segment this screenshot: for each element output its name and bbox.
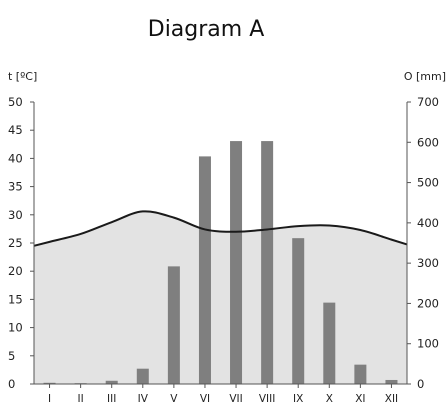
right-axis-label: O [mm] [404,70,446,83]
right-tick-label: 400 [417,216,439,230]
month-label-II: II [78,393,84,405]
left-tick-label: 10 [8,321,23,335]
left-axis-label: t [ºC] [8,70,37,83]
right-tick-label: 100 [417,337,439,351]
precipitation-bar-V [167,266,180,384]
right-tick-label: 700 [417,95,439,109]
month-label-VIII: VIII [259,393,275,405]
temperature-area-group [34,211,407,384]
left-tick-label: 15 [8,292,23,306]
left-tick-label: 35 [8,180,23,194]
precipitation-bar-III [105,380,118,384]
precipitation-bar-VI [198,156,211,384]
left-tick-label: 40 [8,151,23,165]
month-label-IX: IX [293,393,303,405]
precipitation-bars-group [43,141,398,384]
left-tick-label: 45 [8,123,23,137]
left-axis-ticks: 0 5 10 15 20 25 30 35 40 45 50 [8,95,34,391]
precipitation-bar-XII [385,379,398,384]
right-tick-label: 0 [417,377,424,391]
precipitation-bar-VIII [261,141,274,384]
precipitation-bar-XI [354,364,367,384]
left-tick-label: 0 [8,377,15,391]
right-tick-label: 200 [417,296,439,310]
right-axis-ticks: 0 100 200 300 400 500 600 700 [407,95,439,391]
chart-title: Diagram A [148,17,265,42]
left-tick-label: 20 [8,264,23,278]
month-label-I: I [48,393,51,405]
right-tick-label: 600 [417,135,439,149]
precipitation-bar-IX [292,238,305,384]
precipitation-bar-IV [136,368,149,384]
month-label-IV: IV [138,393,149,405]
right-tick-label: 300 [417,256,439,270]
temperature-line [33,210,408,247]
month-label-V: V [170,393,178,405]
right-tick-label: 500 [417,176,439,190]
precipitation-bar-I [43,382,56,384]
left-tick-label: 50 [8,95,23,109]
month-label-III: III [107,393,116,405]
month-labels: I II III IV V VI VII VIII IX X XI XII [48,384,398,405]
temperature-area [34,211,407,384]
month-label-XII: XII [385,393,398,405]
left-tick-label: 25 [8,236,23,250]
left-tick-label: 30 [8,208,23,222]
month-label-VI: VI [200,393,210,405]
temperature-line-group [33,210,408,247]
precipitation-bar-X [323,302,336,384]
left-tick-label: 5 [8,349,15,363]
month-label-VII: VII [229,393,242,405]
month-label-X: X [326,393,333,405]
precipitation-bar-VII [230,141,243,384]
month-label-XI: XI [355,393,365,405]
